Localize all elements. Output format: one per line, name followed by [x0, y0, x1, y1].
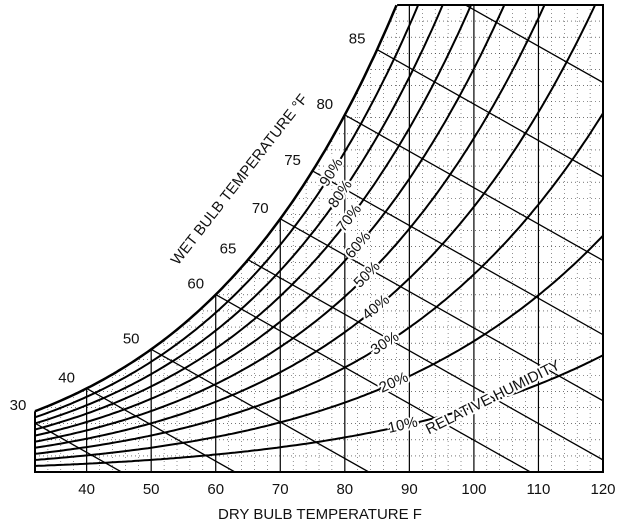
wet-bulb-line [409, 5, 603, 84]
rh-label: 30% [368, 328, 402, 359]
wet-bulb-label: 70 [252, 200, 269, 217]
grid [35, 5, 603, 472]
x-tick-label: 40 [78, 481, 95, 498]
rh-curve [35, 5, 598, 449]
x-tick-label: 60 [207, 481, 224, 498]
x-axis-title: DRY BULB TEMPERATURE F [218, 506, 422, 523]
wet-bulb-line [312, 170, 603, 336]
wet-bulb-line [279, 218, 603, 402]
wet-bulb-line [344, 114, 603, 262]
wet-bulb-line [86, 387, 236, 472]
rh-label: 10% [386, 414, 419, 437]
x-tick-label: 120 [590, 481, 615, 498]
rh-curve [35, 5, 420, 419]
saturation-curve [34, 4, 398, 413]
wet-bulb-label: 50 [123, 330, 140, 347]
wet-bulb-label: 75 [284, 152, 301, 169]
x-tick-label: 110 [526, 481, 550, 498]
x-tick-label: 90 [401, 481, 418, 498]
rh-curve [35, 5, 475, 431]
wet-bulb-label: 80 [316, 96, 333, 113]
wet-bulb-line [376, 48, 603, 178]
wet-bulb-line [215, 294, 531, 472]
x-tick-label: 100 [461, 481, 486, 498]
rh-curve [35, 5, 446, 425]
frame [34, 4, 604, 473]
rh-curve [35, 5, 508, 437]
wet-bulb-title: WET BULB TEMPERATURE °F [168, 91, 312, 268]
wet-bulb-label: 85 [349, 31, 366, 48]
wet-bulb-label: 40 [58, 369, 75, 386]
x-tick-label: 80 [336, 481, 353, 498]
rh-curve [35, 112, 603, 455]
rh-curve [35, 354, 603, 467]
wet-bulb-line [247, 259, 603, 461]
x-tick-label: 70 [272, 481, 289, 498]
rh-curve [35, 5, 550, 443]
x-tick-label: 50 [143, 481, 160, 498]
rh-curve [35, 235, 603, 461]
wet-bulb-label: 30 [10, 397, 27, 414]
wet-bulb-line [150, 348, 370, 472]
wet-bulb-label: 60 [187, 276, 204, 293]
rh-label: 20% [377, 369, 411, 397]
wet-bulb-label: 65 [220, 241, 237, 258]
